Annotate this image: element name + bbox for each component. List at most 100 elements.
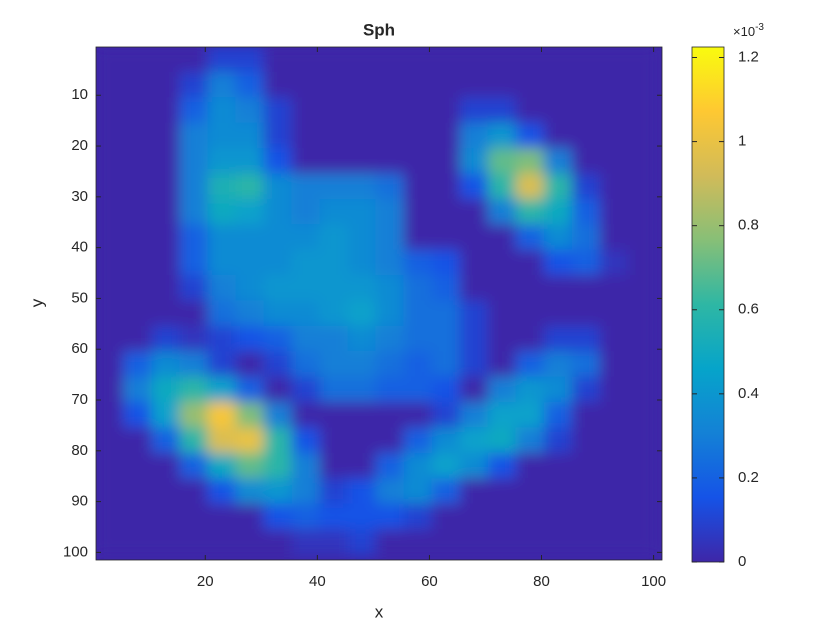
heatmap-cell (96, 249, 125, 277)
heatmap-cell (207, 173, 237, 200)
heatmap-cell (263, 452, 293, 480)
heatmap-cell (207, 376, 237, 404)
heatmap-cell (627, 249, 657, 277)
y-tick-label: 70 (71, 391, 88, 408)
heatmap-cell (235, 452, 265, 480)
heatmap-cell (179, 478, 209, 505)
heatmap-cell (151, 325, 181, 353)
heatmap-cell (459, 148, 489, 175)
heatmap-cell (123, 503, 153, 531)
heatmap-cell (151, 503, 181, 531)
heatmap-cell (235, 148, 265, 175)
heatmap-cell (207, 122, 237, 150)
heatmap-cell (263, 300, 293, 327)
heatmap-cell (151, 300, 181, 327)
heatmap-cell (96, 275, 125, 302)
heatmap-cell (403, 478, 433, 505)
heatmap-cell (375, 122, 405, 150)
heatmap-cell (263, 198, 293, 226)
heatmap-cell (459, 122, 489, 150)
heatmap-cell (375, 503, 405, 531)
heatmap-cell (319, 452, 349, 480)
heatmap-cell (571, 351, 601, 378)
heatmap-cell (179, 427, 209, 454)
y-tick-label: 90 (71, 493, 88, 510)
heatmap-cell (319, 325, 349, 353)
heatmap-cell (347, 122, 377, 150)
heatmap-cell (543, 402, 573, 429)
y-tick-label: 40 (71, 239, 88, 256)
colorbar-multiplier: ×10 (733, 24, 755, 39)
heatmap-cell (291, 503, 321, 531)
heatmap-cell (151, 122, 181, 150)
heatmap-cell (151, 478, 181, 505)
heatmap-cell (403, 71, 433, 99)
heatmap-cell (375, 300, 405, 327)
heatmap-cell (487, 97, 517, 124)
heatmap-cell (291, 275, 321, 302)
heatmap-cell (291, 402, 321, 429)
heatmap-cell (263, 173, 293, 200)
heatmap-cell (151, 376, 181, 404)
heatmap-cell (487, 122, 517, 150)
heatmap-cell (431, 503, 461, 531)
heatmap-cell (319, 503, 349, 531)
heatmap-cell (235, 402, 265, 429)
heatmap-cell (347, 325, 377, 353)
heatmap-cell (571, 71, 601, 99)
heatmap-cell (123, 47, 153, 73)
heatmap-cell (627, 224, 657, 251)
heatmap-cell (543, 173, 573, 200)
heatmap-cell (96, 478, 125, 505)
heatmap-cell (627, 452, 657, 480)
heatmap-cell (487, 47, 517, 73)
heatmap-cell (515, 351, 545, 378)
heatmap-cell (263, 249, 293, 277)
heatmap-cell (179, 325, 209, 353)
heatmap-cell (96, 97, 125, 124)
heatmap-cell (263, 351, 293, 378)
heatmap-cell (375, 351, 405, 378)
heatmap-cell (291, 71, 321, 99)
heatmap-cell (123, 224, 153, 251)
x-tick-label: 80 (533, 573, 550, 590)
heatmap-cell (571, 224, 601, 251)
colorbar-exponent: -3 (755, 22, 764, 33)
heatmap-cell (403, 275, 433, 302)
heatmap-cell (207, 198, 237, 226)
heatmap-cell (375, 173, 405, 200)
heatmap-cell (151, 351, 181, 378)
heatmap-cell (179, 122, 209, 150)
heatmap-cell (459, 427, 489, 454)
heatmap-cell (123, 452, 153, 480)
heatmap-cell (543, 148, 573, 175)
heatmap-cell (403, 503, 433, 531)
heatmap-cell (403, 173, 433, 200)
heatmap-cell (291, 47, 321, 73)
y-tick-label: 100 (63, 543, 88, 560)
heatmap-cell (599, 224, 629, 251)
heatmap-cell (151, 452, 181, 480)
heatmap-cell (235, 97, 265, 124)
heatmap-cell (431, 97, 461, 124)
heatmap-cell (375, 478, 405, 505)
heatmap-cell (291, 351, 321, 378)
heatmap-cell (515, 47, 545, 73)
heatmap-cell (179, 402, 209, 429)
y-tick-label: 50 (71, 289, 88, 306)
heatmap-cell (459, 376, 489, 404)
colorbar-tick-label: 0.6 (738, 301, 759, 318)
heatmap-cell (543, 224, 573, 251)
heatmap-cell (235, 249, 265, 277)
heatmap-cell (627, 47, 657, 73)
heatmap-cell (319, 71, 349, 99)
heatmap-cell (291, 122, 321, 150)
colorbar-tick-label: 0.2 (738, 469, 759, 486)
heatmap-cell (599, 300, 629, 327)
heatmap-cell (375, 71, 405, 99)
heatmap-cell (627, 427, 657, 454)
heatmap-cell (403, 198, 433, 226)
heatmap-cell (235, 47, 265, 73)
heatmap-cell (263, 427, 293, 454)
heatmap-cell (207, 351, 237, 378)
